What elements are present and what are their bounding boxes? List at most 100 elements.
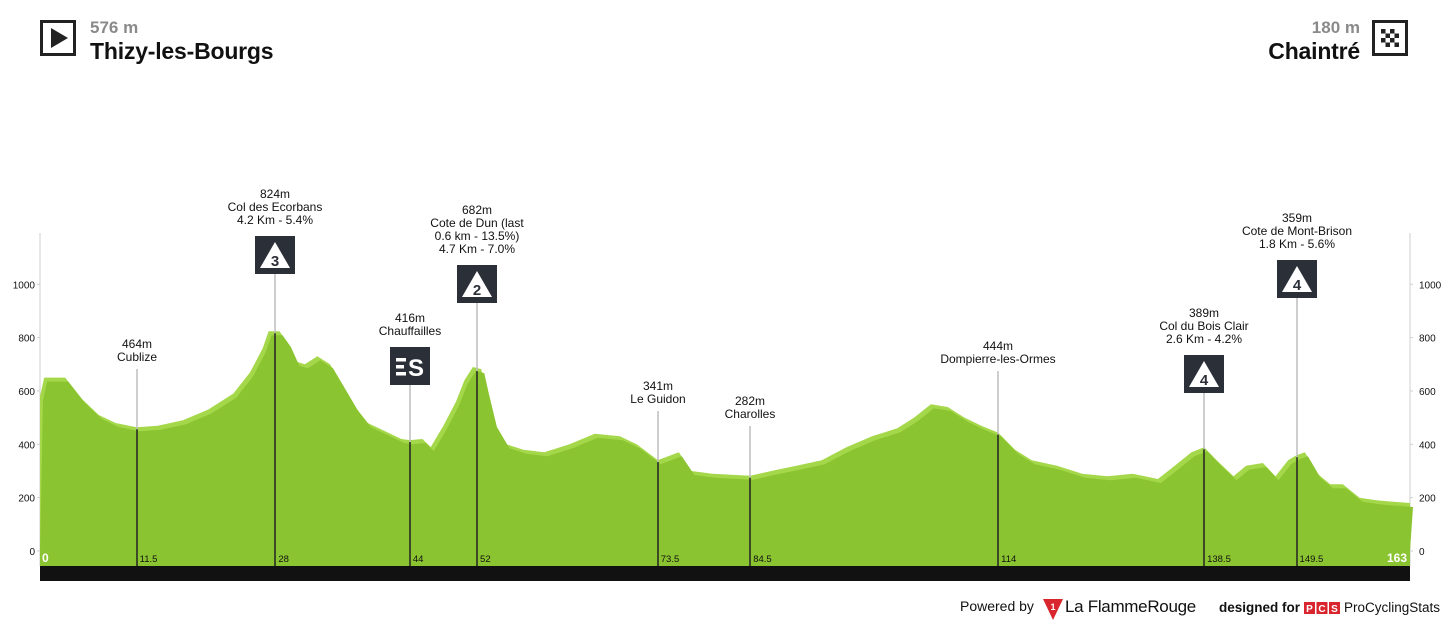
category-number: 2 bbox=[473, 282, 481, 299]
checkered-flag-icon bbox=[1372, 20, 1408, 56]
marker-elevation: 389m bbox=[1189, 306, 1219, 320]
flame-rouge-logo-icon: 1 bbox=[1043, 599, 1063, 620]
sprint-icon: S bbox=[390, 347, 430, 385]
marker-label: 4.2 Km - 5.4% bbox=[237, 213, 313, 227]
marker-label: Dompierre-les-Ormes bbox=[940, 352, 1055, 366]
distance-bar: 0 11.5 28 44 52 73.5 84.5 114 138.5 149.5 163 bbox=[40, 551, 1410, 581]
profile-base-band bbox=[40, 551, 1410, 566]
marker-label: Cublize bbox=[117, 350, 157, 364]
km-label: 73.5 bbox=[661, 554, 680, 565]
mountain-triangle bbox=[462, 271, 492, 297]
y-tick-label-right: 0 bbox=[1419, 547, 1425, 558]
marker-label: 2.6 Km - 4.2% bbox=[1166, 332, 1242, 346]
marker-label: Le Guidon bbox=[630, 392, 685, 406]
sprint-letter: S bbox=[408, 355, 424, 382]
marker-elevation: 682m bbox=[462, 203, 492, 217]
marker-label: Col des Ecorbans bbox=[228, 200, 323, 214]
marker-elevation: 341m bbox=[643, 379, 673, 393]
play-icon bbox=[40, 20, 76, 56]
km-label: 149.5 bbox=[1300, 554, 1324, 565]
km-label: 84.5 bbox=[753, 554, 772, 565]
km-label: 44 bbox=[413, 554, 424, 565]
marker-elevation: 824m bbox=[260, 187, 290, 201]
marker-label: Chauffailles bbox=[379, 324, 441, 338]
y-tick-label-right: 1000 bbox=[1419, 280, 1442, 291]
start-altitude: 576 m bbox=[90, 18, 139, 37]
profile-main-layer bbox=[40, 335, 1413, 551]
pcs-letter-s: S bbox=[1331, 604, 1338, 614]
sprint-bar bbox=[396, 372, 406, 376]
pcs-letter-p: P bbox=[1306, 604, 1313, 614]
marker-label: Cote de Dun (last bbox=[430, 216, 524, 230]
procyclingstats-brand[interactable]: ProCyclingStats bbox=[1344, 600, 1441, 615]
start-city: Thizy-les-Bourgs bbox=[90, 38, 274, 64]
mountain-triangle bbox=[1282, 266, 1312, 292]
y-tick-label-right: 600 bbox=[1419, 387, 1436, 398]
y-tick-label-left: 800 bbox=[18, 334, 35, 345]
km-label: 114 bbox=[1001, 554, 1016, 565]
y-tick-label-left: 1000 bbox=[13, 280, 36, 291]
flamme-rouge-brand[interactable]: La FlammeRouge bbox=[1065, 597, 1196, 617]
brand-rouge: Rouge bbox=[1147, 597, 1196, 616]
designed-for-label: designed for bbox=[1219, 600, 1301, 615]
y-tick-label-right: 400 bbox=[1419, 440, 1436, 451]
marker-label: 1.8 Km - 5.6% bbox=[1259, 237, 1335, 251]
y-tick-label-right: 200 bbox=[1419, 494, 1436, 505]
category-number: 3 bbox=[271, 253, 279, 270]
sprint-bar bbox=[396, 358, 406, 362]
y-axis-left: 0 200 400 600 800 1000 bbox=[13, 233, 41, 566]
y-axis-right: 0 200 400 600 800 1000 bbox=[1409, 233, 1442, 566]
mountain-cat-4-icon: 4 bbox=[1184, 355, 1224, 393]
mountain-triangle bbox=[260, 242, 290, 268]
km-label: 52 bbox=[480, 554, 491, 565]
pcs-logo-icon: P C S bbox=[1304, 602, 1340, 614]
profile-area bbox=[40, 331, 1413, 566]
km-label: 163 bbox=[1387, 551, 1407, 565]
marker-elevation: 416m bbox=[395, 311, 425, 325]
powered-by-label: Powered by bbox=[960, 598, 1034, 614]
finish-info: 180 m Chaintré bbox=[1268, 18, 1360, 64]
marker-label: 4.7 Km - 7.0% bbox=[439, 242, 515, 256]
distance-base-bar bbox=[40, 566, 1410, 581]
brand-la: La Flamme bbox=[1065, 597, 1148, 616]
finish-altitude: 180 m bbox=[1311, 18, 1360, 37]
start-info: 576 m Thizy-les-Bourgs bbox=[90, 18, 274, 64]
marker-elevation: 464m bbox=[122, 337, 152, 351]
y-tick-label-right: 800 bbox=[1419, 334, 1436, 345]
marker-elevation: 359m bbox=[1282, 211, 1312, 225]
km-label: 11.5 bbox=[140, 554, 158, 565]
finish-city: Chaintré bbox=[1268, 38, 1360, 64]
marker-label: Charolles bbox=[725, 407, 776, 421]
elevation-profile-chart: 0 200 400 600 800 1000 0 200 400 600 800 1000 464m… bbox=[13, 187, 1442, 581]
marker-label: 0.6 km - 13.5%) bbox=[435, 229, 520, 243]
category-number: 4 bbox=[1200, 372, 1209, 389]
km-label: 0 bbox=[42, 551, 49, 565]
marker-elevation: 282m bbox=[735, 394, 765, 408]
svg-text:1: 1 bbox=[1050, 602, 1055, 612]
mountain-cat-4-icon: 4 bbox=[1277, 260, 1317, 298]
marker-label: Col du Bois Clair bbox=[1159, 319, 1248, 333]
km-label: 138.5 bbox=[1207, 554, 1231, 565]
marker-elevation: 444m bbox=[983, 339, 1013, 353]
pcs-letter-c: C bbox=[1318, 604, 1325, 614]
y-tick-label-left: 600 bbox=[18, 387, 35, 398]
category-number: 4 bbox=[1293, 277, 1302, 294]
y-tick-label-left: 200 bbox=[18, 494, 35, 505]
mountain-cat-2-icon: 2 bbox=[457, 265, 497, 303]
marker-label: Cote de Mont-Brison bbox=[1242, 224, 1352, 238]
y-tick-label-left: 0 bbox=[29, 547, 35, 558]
km-label: 28 bbox=[278, 554, 289, 565]
mountain-triangle bbox=[1189, 361, 1219, 387]
sprint-bar bbox=[396, 365, 404, 369]
y-tick-label-left: 400 bbox=[18, 440, 35, 451]
